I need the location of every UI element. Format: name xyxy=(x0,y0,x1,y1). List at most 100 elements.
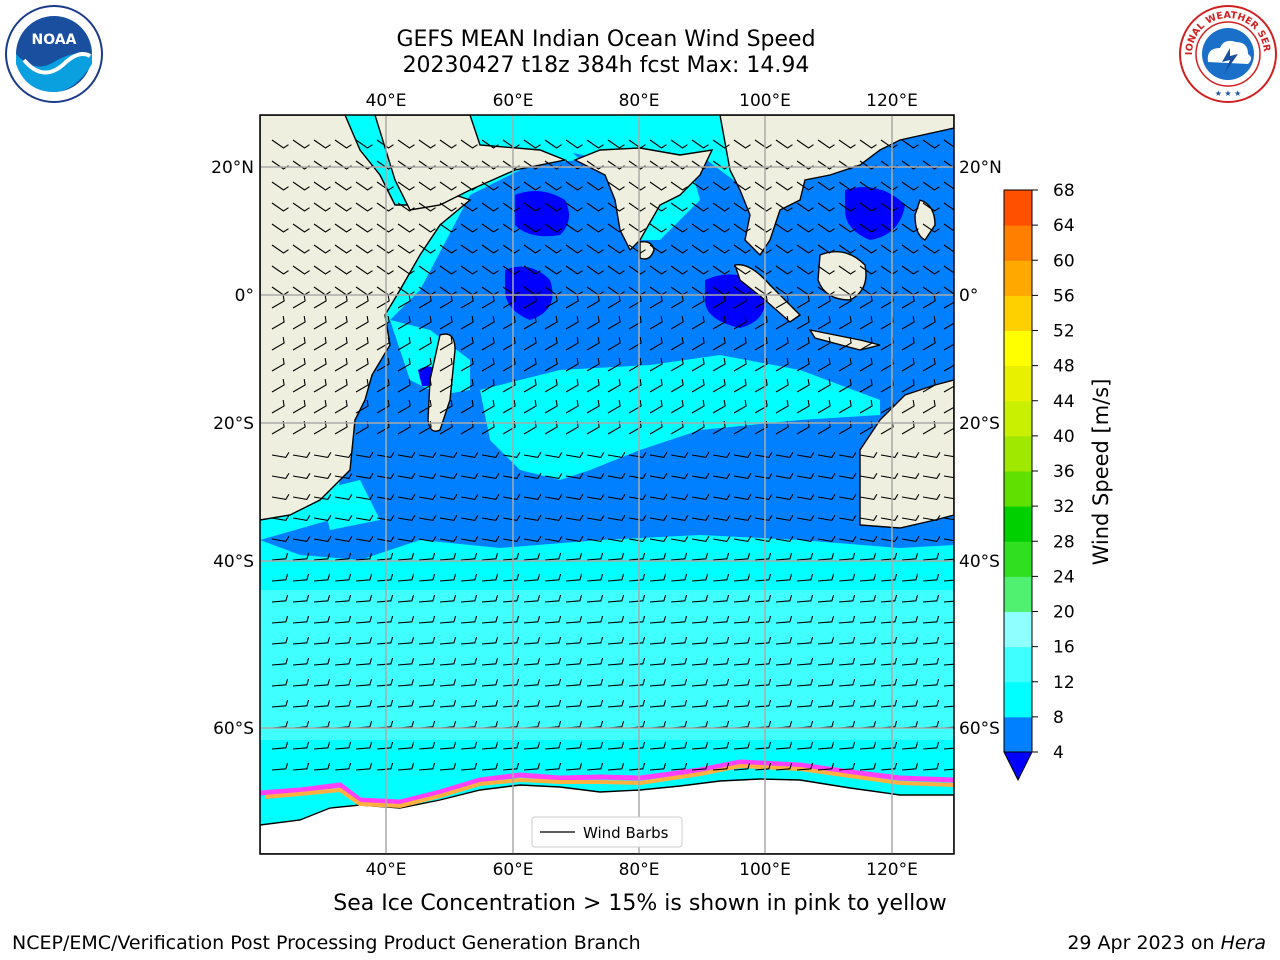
wind-barb xyxy=(355,678,373,687)
wind-barb xyxy=(586,379,600,393)
wind-barb xyxy=(754,244,772,254)
wind-barb xyxy=(943,286,954,295)
wind-barb xyxy=(460,244,478,254)
wind-barb xyxy=(838,379,852,393)
wind-barb xyxy=(943,496,954,500)
wind-barb xyxy=(733,244,751,254)
wind-barb xyxy=(943,160,954,169)
wind-barb xyxy=(544,594,562,603)
wind-barb xyxy=(439,473,458,480)
wind-barb xyxy=(334,699,352,708)
wind-barb xyxy=(523,699,541,708)
wind-barb xyxy=(523,452,542,459)
wind-barb xyxy=(439,615,457,624)
wind-barb xyxy=(796,139,814,149)
wind-barb xyxy=(376,536,395,543)
wind-barb xyxy=(607,265,625,275)
wind-barb xyxy=(607,400,621,414)
wind-barb xyxy=(775,337,789,351)
wind-barb xyxy=(649,615,667,624)
wind-barb xyxy=(271,316,285,330)
wind-barb xyxy=(670,139,688,149)
wind-barb xyxy=(418,573,436,582)
wind-barb xyxy=(754,515,773,522)
wind-barb xyxy=(523,379,537,393)
wind-barb xyxy=(376,699,394,708)
wind-barb xyxy=(817,379,831,393)
wind-barb xyxy=(817,202,835,212)
wind-barb xyxy=(397,573,415,582)
date-stamp: 29 Apr 2023 on Hera xyxy=(1067,932,1266,954)
wind-barb xyxy=(355,379,369,393)
lon-labels-bottom: 40°E 60°E 80°E 100°E 120°E xyxy=(366,860,918,880)
colorbar-tick-label: 16 xyxy=(1053,638,1075,658)
wind-barb xyxy=(460,358,474,372)
wind-barb xyxy=(649,139,667,149)
wind-barb xyxy=(502,223,520,233)
wind-barb xyxy=(943,364,954,372)
wind-barb xyxy=(481,316,495,330)
wind-barb xyxy=(943,600,954,603)
wind-barb xyxy=(775,139,793,149)
wind-barb xyxy=(460,636,478,645)
wind-barb xyxy=(397,636,415,645)
wind-barb xyxy=(712,699,730,708)
wind-barb xyxy=(292,265,310,275)
wind-barb xyxy=(355,741,373,750)
wind-barb xyxy=(523,615,541,624)
lat-label: 20°S xyxy=(213,414,254,434)
wind-barb xyxy=(313,181,331,191)
wind-barb xyxy=(838,594,856,603)
wind-barb xyxy=(481,265,499,275)
wind-barb xyxy=(271,678,289,687)
wind-barb xyxy=(502,741,520,750)
wind-barb xyxy=(502,573,520,582)
wind-barb xyxy=(418,762,436,771)
wind-barb xyxy=(880,741,898,750)
wind-barb xyxy=(544,473,563,480)
wind-barb xyxy=(922,636,940,645)
wind-barb xyxy=(733,358,747,372)
svg-text:★ ★ ★: ★ ★ ★ xyxy=(1215,89,1242,98)
southern-africa-cyan xyxy=(320,480,380,530)
wind-barb xyxy=(523,473,542,480)
wind-barb xyxy=(334,181,352,191)
wind-barb xyxy=(313,657,331,666)
wind-barb xyxy=(313,678,331,687)
wind-barb xyxy=(733,473,752,480)
wind-barb xyxy=(628,181,646,191)
wind-barb xyxy=(754,265,772,275)
wind-barb xyxy=(670,337,684,351)
wind-barb xyxy=(523,202,541,212)
wind-barb xyxy=(439,699,457,708)
wind-barb xyxy=(880,762,898,771)
wind-barb xyxy=(481,295,495,309)
wind-barb xyxy=(292,337,306,351)
wind-barb xyxy=(376,244,394,254)
wind-barb xyxy=(712,657,730,666)
wind-barb xyxy=(334,202,352,212)
wind-barb xyxy=(754,573,772,582)
wind-barb xyxy=(376,657,394,666)
wind-barb xyxy=(796,762,814,771)
wind-barb xyxy=(565,762,583,771)
wind-barb xyxy=(943,579,954,582)
wind-barb xyxy=(313,316,327,330)
wind-barb xyxy=(649,295,663,309)
wind-barb xyxy=(439,657,457,666)
wind-barb xyxy=(859,515,878,522)
wind-barb xyxy=(670,244,688,254)
wind-barb xyxy=(565,536,584,543)
wind-barb xyxy=(775,536,794,543)
colorbar-tick-label: 64 xyxy=(1053,216,1075,236)
wind-barb xyxy=(880,594,898,603)
wind-barb xyxy=(922,139,940,149)
wind-barb xyxy=(271,400,285,414)
wind-barb xyxy=(922,552,940,561)
wind-barb xyxy=(796,515,815,522)
wind-barb xyxy=(271,636,289,645)
wind-barb xyxy=(271,223,289,233)
wind-barb xyxy=(943,301,954,309)
wind-barb xyxy=(838,657,856,666)
wind-barb xyxy=(817,473,836,480)
